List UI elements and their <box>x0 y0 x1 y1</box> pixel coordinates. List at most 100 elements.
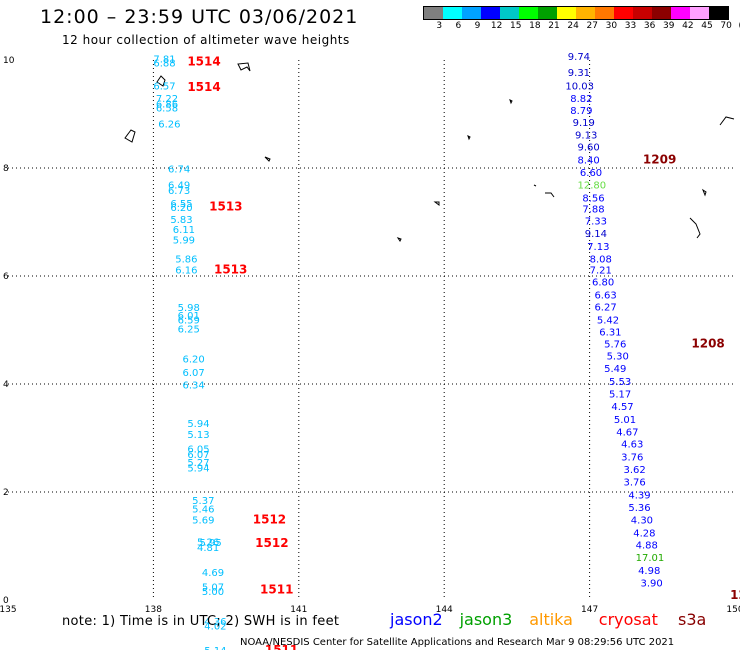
wave-height-value: 7.22 <box>156 94 178 105</box>
lat-tick-label: 6 <box>3 272 9 282</box>
color-scale-label: 12 <box>490 21 503 31</box>
color-scale-label: 9 <box>474 21 481 31</box>
page-title: 12:00 – 23:59 UTC 03/06/2021 <box>40 6 359 28</box>
color-swatch <box>671 7 690 19</box>
color-swatch <box>614 7 633 19</box>
wave-height-value: 4.39 <box>628 490 650 501</box>
wave-height-value: 6.20 <box>182 354 204 365</box>
wave-height-value: 8.79 <box>570 106 592 117</box>
lon-tick-label: 147 <box>581 605 598 615</box>
color-scale-label: 3 <box>436 21 443 31</box>
wave-height-value: 9.13 <box>575 130 597 141</box>
color-scale-label: (ft) <box>738 21 740 31</box>
lon-tick-label: 138 <box>145 605 162 615</box>
wave-height-value: 6.55 <box>170 199 192 210</box>
color-swatch <box>519 7 538 19</box>
wave-height-value: 6.63 <box>594 291 616 302</box>
page-subtitle: 12 hour collection of altimeter wave hei… <box>62 33 350 47</box>
credit-line: NOAA/NESDIS Center for Satellite Applica… <box>240 637 675 648</box>
island-outline <box>433 201 440 206</box>
pass-time-label: 1208 <box>691 336 724 350</box>
pass-time-label: 1514 <box>187 54 220 68</box>
wave-height-value: 6.26 <box>158 120 180 131</box>
color-swatch <box>500 7 519 19</box>
wave-height-value: 9.19 <box>573 118 595 129</box>
color-scale-label: 42 <box>682 21 694 31</box>
wave-height-value: 5.69 <box>192 515 214 526</box>
wave-height-value: 5.42 <box>597 316 619 327</box>
wave-height-value: 6.86 <box>156 100 178 111</box>
pass-time-label: 1512 <box>255 536 288 550</box>
wave-height-value: 6.73 <box>168 186 190 197</box>
island-outline <box>509 99 513 105</box>
island-outline <box>237 62 251 72</box>
color-swatch <box>690 7 709 19</box>
wave-height-value: 4.57 <box>611 402 633 413</box>
wave-height-value: 4.67 <box>616 427 638 438</box>
legend-item-s3a: s3a <box>678 610 707 629</box>
lat-tick-label: 0 <box>3 596 9 606</box>
wave-height-value: 8.40 <box>577 156 599 167</box>
color-scale-label: 70 <box>720 21 732 31</box>
wave-height-value: 5.07 <box>202 582 224 593</box>
wave-height-value: 5.94 <box>187 419 209 430</box>
wave-height-value: 8.56 <box>582 193 604 204</box>
wave-height-value: 6.74 <box>168 164 190 175</box>
wave-height-value: 6.20 <box>170 203 192 214</box>
wave-height-value: 12.80 <box>577 181 606 192</box>
pass-time-label: 1514 <box>187 80 220 94</box>
wave-height-value: 3.76 <box>621 453 643 464</box>
wave-height-value: 8.82 <box>570 94 592 105</box>
color-scale-label: 33 <box>624 21 637 31</box>
lon-tick-label: 141 <box>290 605 307 615</box>
pass-time-label: 1513 <box>209 200 242 214</box>
wave-height-value: 4.98 <box>638 566 660 577</box>
wave-height-value: 5.99 <box>173 236 195 247</box>
island-outline <box>533 184 537 187</box>
wave-height-value: 5.83 <box>170 215 192 226</box>
legend-item-jason2: jason2 <box>390 610 443 629</box>
island-outline <box>719 116 735 126</box>
wave-height-value: 5.26 <box>197 537 219 548</box>
wave-height-value: 5.49 <box>604 364 626 375</box>
wave-height-value: 5.37 <box>192 496 214 507</box>
lat-tick-label: 2 <box>3 488 9 498</box>
color-scale-label: 39 <box>663 21 675 31</box>
wave-height-value: 5.86 <box>175 255 197 266</box>
wave-height-value: 5.30 <box>607 352 629 363</box>
island-outline <box>467 135 471 141</box>
wave-height-value: 8.08 <box>590 255 612 266</box>
wave-height-value: 4.69 <box>202 568 224 579</box>
color-scale-label: 6 <box>455 21 462 31</box>
color-swatch <box>443 7 462 19</box>
wave-height-value: 3.76 <box>624 478 646 489</box>
wave-height-value: 3.62 <box>624 465 646 476</box>
lat-tick-label: 10 <box>3 56 15 66</box>
color-swatch <box>557 7 576 19</box>
color-scale-label: 36 <box>643 21 656 31</box>
wave-height-value: 7.33 <box>585 217 607 228</box>
color-swatch <box>538 7 557 19</box>
wave-height-value: 9.74 <box>568 52 590 63</box>
wave-height-value: 6.80 <box>592 278 614 289</box>
wave-height-value: 9.60 <box>577 143 599 154</box>
island-outline <box>396 237 402 242</box>
color-swatch <box>709 7 728 19</box>
color-scale-label: 15 <box>510 21 522 31</box>
color-swatch <box>481 7 500 19</box>
color-scale-label: 24 <box>567 21 579 31</box>
wave-height-value: 4.88 <box>636 541 658 552</box>
color-scale-label: 27 <box>586 21 598 31</box>
color-scale-bar <box>423 6 729 20</box>
footer-note: note: 1) Time is in UTC; 2) SWH is in fe… <box>62 614 340 629</box>
lon-tick-label: 135 <box>0 605 17 615</box>
wave-height-value: 4.81 <box>197 543 219 554</box>
wave-height-value: 6.25 <box>178 325 200 336</box>
wave-height-value: 6.11 <box>173 225 195 236</box>
legend-item-cryosat: cryosat <box>598 610 658 629</box>
wave-height-value: 6.49 <box>168 181 190 192</box>
color-scale-label: 18 <box>529 21 541 31</box>
wave-height-value: 5.13 <box>187 430 209 441</box>
wave-height-value: 10.03 <box>565 82 594 93</box>
